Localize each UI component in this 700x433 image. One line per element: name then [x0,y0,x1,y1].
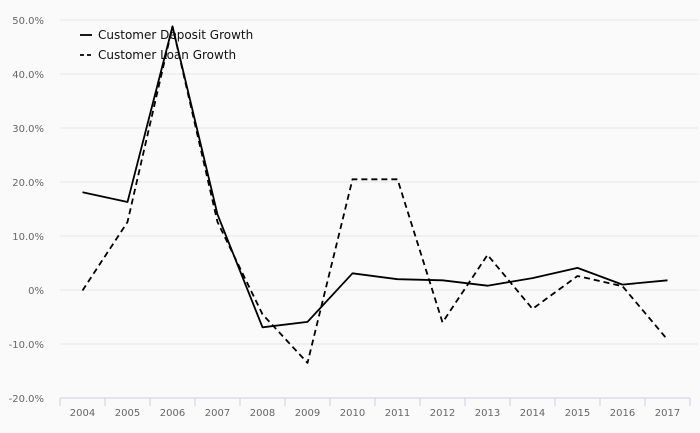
x-tick-label: 2006 [160,408,185,419]
y-tick-label: 40.0% [12,70,44,81]
legend-label-1: Customer Deposit Growth [98,28,253,42]
x-tick-label: 2004 [70,408,95,419]
y-tick-label: 20.0% [12,178,44,189]
series-line-1 [82,25,668,329]
y-tick-label: 0% [28,286,44,297]
legend-label-2: Customer Loan Growth [98,48,236,62]
y-tick-label: 10.0% [12,232,44,243]
series-line-2 [81,25,669,364]
y-tick-label: -10.0% [9,340,44,351]
x-tick-label: 2013 [475,408,500,419]
x-tick-label: 2016 [610,408,635,419]
x-tick-label: 2011 [385,408,410,419]
x-tick-label: 2008 [250,408,275,419]
y-tick-label: 30.0% [12,124,44,135]
x-tick-label: 2012 [430,408,455,419]
x-tick-label: 2010 [340,408,365,419]
x-tick-label: 2015 [565,408,590,419]
y-tick-label: -20.0% [9,394,44,405]
x-tick-label: 2009 [295,408,320,419]
x-tick-label: 2007 [205,408,230,419]
y-tick-label: 50.0% [12,16,44,27]
x-tick-label: 2005 [115,408,140,419]
x-tick-label: 2014 [520,408,545,419]
x-tick-label: 2017 [655,408,680,419]
